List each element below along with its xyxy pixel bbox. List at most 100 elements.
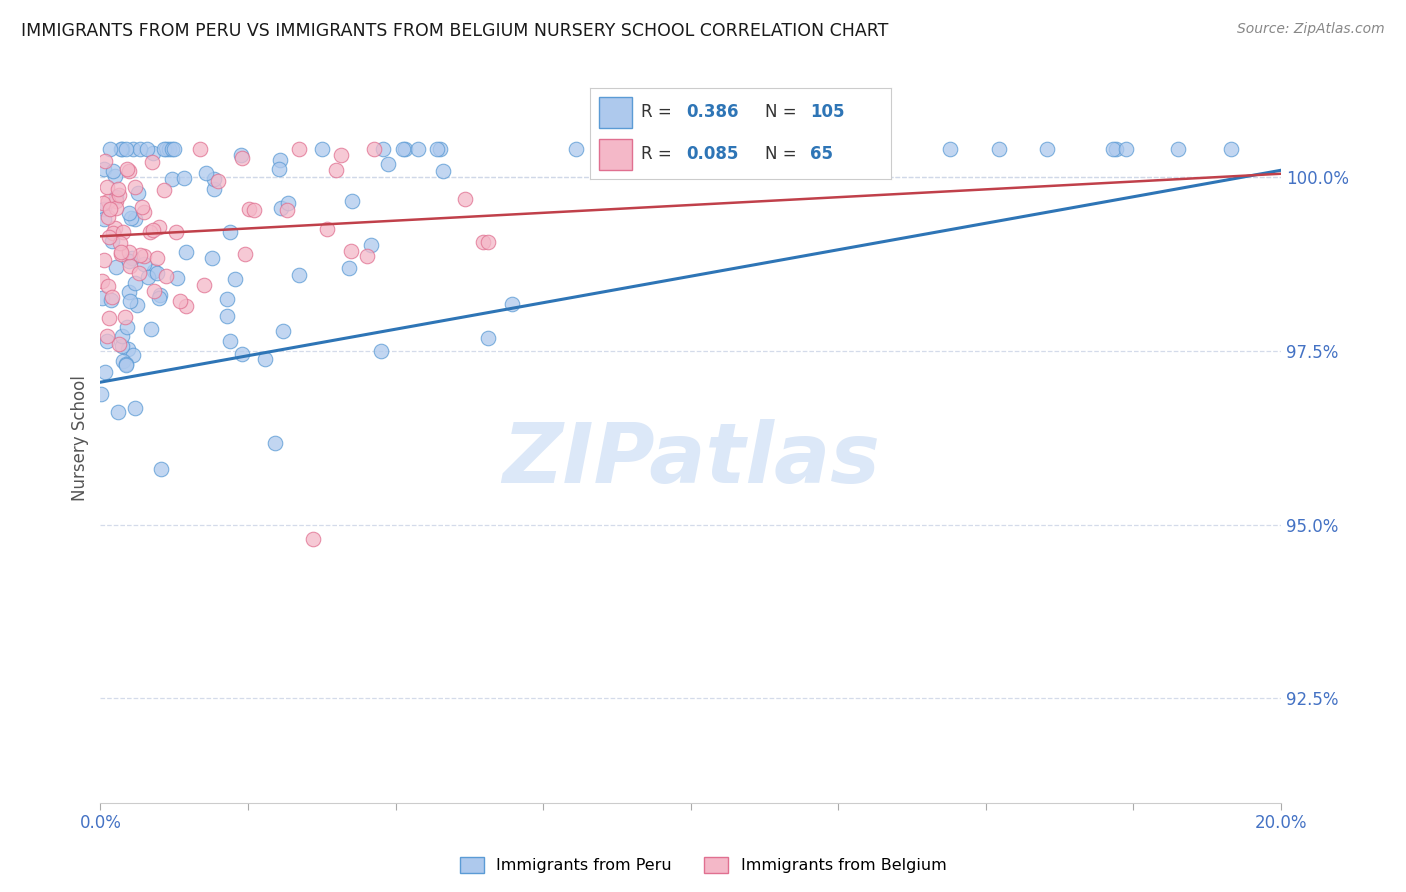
Point bbox=[377, 157, 399, 171]
Point bbox=[143, 284, 166, 298]
Point bbox=[97, 279, 120, 293]
Point bbox=[96, 180, 118, 194]
Point bbox=[166, 270, 188, 285]
Point bbox=[477, 331, 499, 345]
Point bbox=[174, 244, 197, 259]
Point bbox=[145, 266, 167, 280]
Point bbox=[90, 291, 112, 305]
Point bbox=[1102, 143, 1125, 157]
Point bbox=[114, 358, 136, 372]
Point bbox=[96, 328, 118, 343]
Point bbox=[215, 293, 238, 307]
Point bbox=[101, 164, 124, 178]
Point bbox=[429, 143, 451, 157]
Point bbox=[153, 143, 176, 157]
Point bbox=[117, 343, 139, 357]
Point bbox=[340, 194, 363, 208]
Point bbox=[131, 200, 153, 214]
Point bbox=[173, 170, 195, 185]
Point bbox=[174, 299, 197, 313]
Point bbox=[253, 352, 276, 367]
Point bbox=[406, 143, 429, 157]
Point bbox=[231, 148, 253, 162]
Point bbox=[337, 261, 360, 276]
Point bbox=[124, 180, 146, 194]
Point bbox=[115, 320, 138, 334]
Point bbox=[242, 202, 264, 217]
Point bbox=[1036, 143, 1059, 157]
Point bbox=[1167, 143, 1189, 157]
Point bbox=[132, 249, 155, 263]
Point bbox=[288, 143, 311, 157]
Y-axis label: Nursery School: Nursery School bbox=[72, 375, 89, 500]
Point bbox=[105, 194, 128, 209]
Point bbox=[360, 238, 382, 252]
Point bbox=[201, 251, 224, 265]
Point bbox=[363, 143, 385, 157]
Point bbox=[797, 143, 820, 157]
Point bbox=[371, 143, 394, 157]
Point bbox=[277, 195, 299, 210]
Point bbox=[202, 171, 225, 186]
Point bbox=[219, 334, 242, 348]
Point bbox=[142, 146, 165, 161]
Point bbox=[128, 266, 150, 280]
Point bbox=[264, 435, 287, 450]
Point bbox=[94, 154, 117, 169]
Point bbox=[356, 249, 378, 263]
Point bbox=[134, 205, 156, 219]
Point bbox=[1105, 143, 1128, 157]
Point bbox=[501, 297, 523, 311]
Point bbox=[141, 155, 163, 169]
Point bbox=[370, 344, 392, 359]
Point bbox=[315, 222, 337, 236]
Point bbox=[207, 174, 229, 188]
Point bbox=[1219, 143, 1241, 157]
Point bbox=[98, 143, 121, 157]
Point bbox=[110, 247, 132, 261]
Point bbox=[392, 143, 415, 157]
Point bbox=[93, 161, 115, 176]
Point bbox=[160, 171, 183, 186]
Point bbox=[104, 221, 127, 235]
Point bbox=[104, 169, 127, 184]
Point bbox=[155, 143, 177, 157]
Point bbox=[91, 274, 114, 288]
Point bbox=[124, 401, 146, 416]
Point bbox=[837, 143, 859, 157]
Point bbox=[98, 229, 121, 244]
Point bbox=[107, 187, 129, 202]
Point bbox=[672, 143, 695, 157]
Point bbox=[149, 288, 172, 302]
Point bbox=[269, 161, 291, 176]
Point bbox=[127, 186, 149, 201]
Point bbox=[432, 164, 454, 178]
Point bbox=[169, 294, 191, 309]
Point bbox=[93, 212, 115, 227]
Point bbox=[97, 211, 120, 225]
Point bbox=[118, 205, 141, 219]
Point bbox=[104, 201, 127, 215]
Point bbox=[150, 461, 173, 475]
Point bbox=[148, 291, 170, 305]
Text: Source: ZipAtlas.com: Source: ZipAtlas.com bbox=[1237, 22, 1385, 37]
Point bbox=[339, 244, 361, 259]
Point bbox=[190, 143, 212, 157]
Point bbox=[165, 225, 187, 239]
Point bbox=[111, 354, 134, 368]
Point bbox=[329, 147, 352, 161]
Point bbox=[276, 203, 298, 218]
Point bbox=[193, 278, 215, 293]
Point bbox=[302, 532, 325, 546]
Point bbox=[114, 310, 136, 325]
Point bbox=[115, 143, 138, 157]
Point bbox=[155, 268, 177, 283]
Point bbox=[100, 293, 122, 307]
Point bbox=[269, 153, 291, 167]
Point bbox=[159, 143, 181, 157]
Point bbox=[90, 386, 112, 401]
Point bbox=[110, 245, 132, 260]
Point bbox=[128, 248, 150, 262]
Point bbox=[142, 222, 165, 236]
Point bbox=[105, 190, 128, 204]
